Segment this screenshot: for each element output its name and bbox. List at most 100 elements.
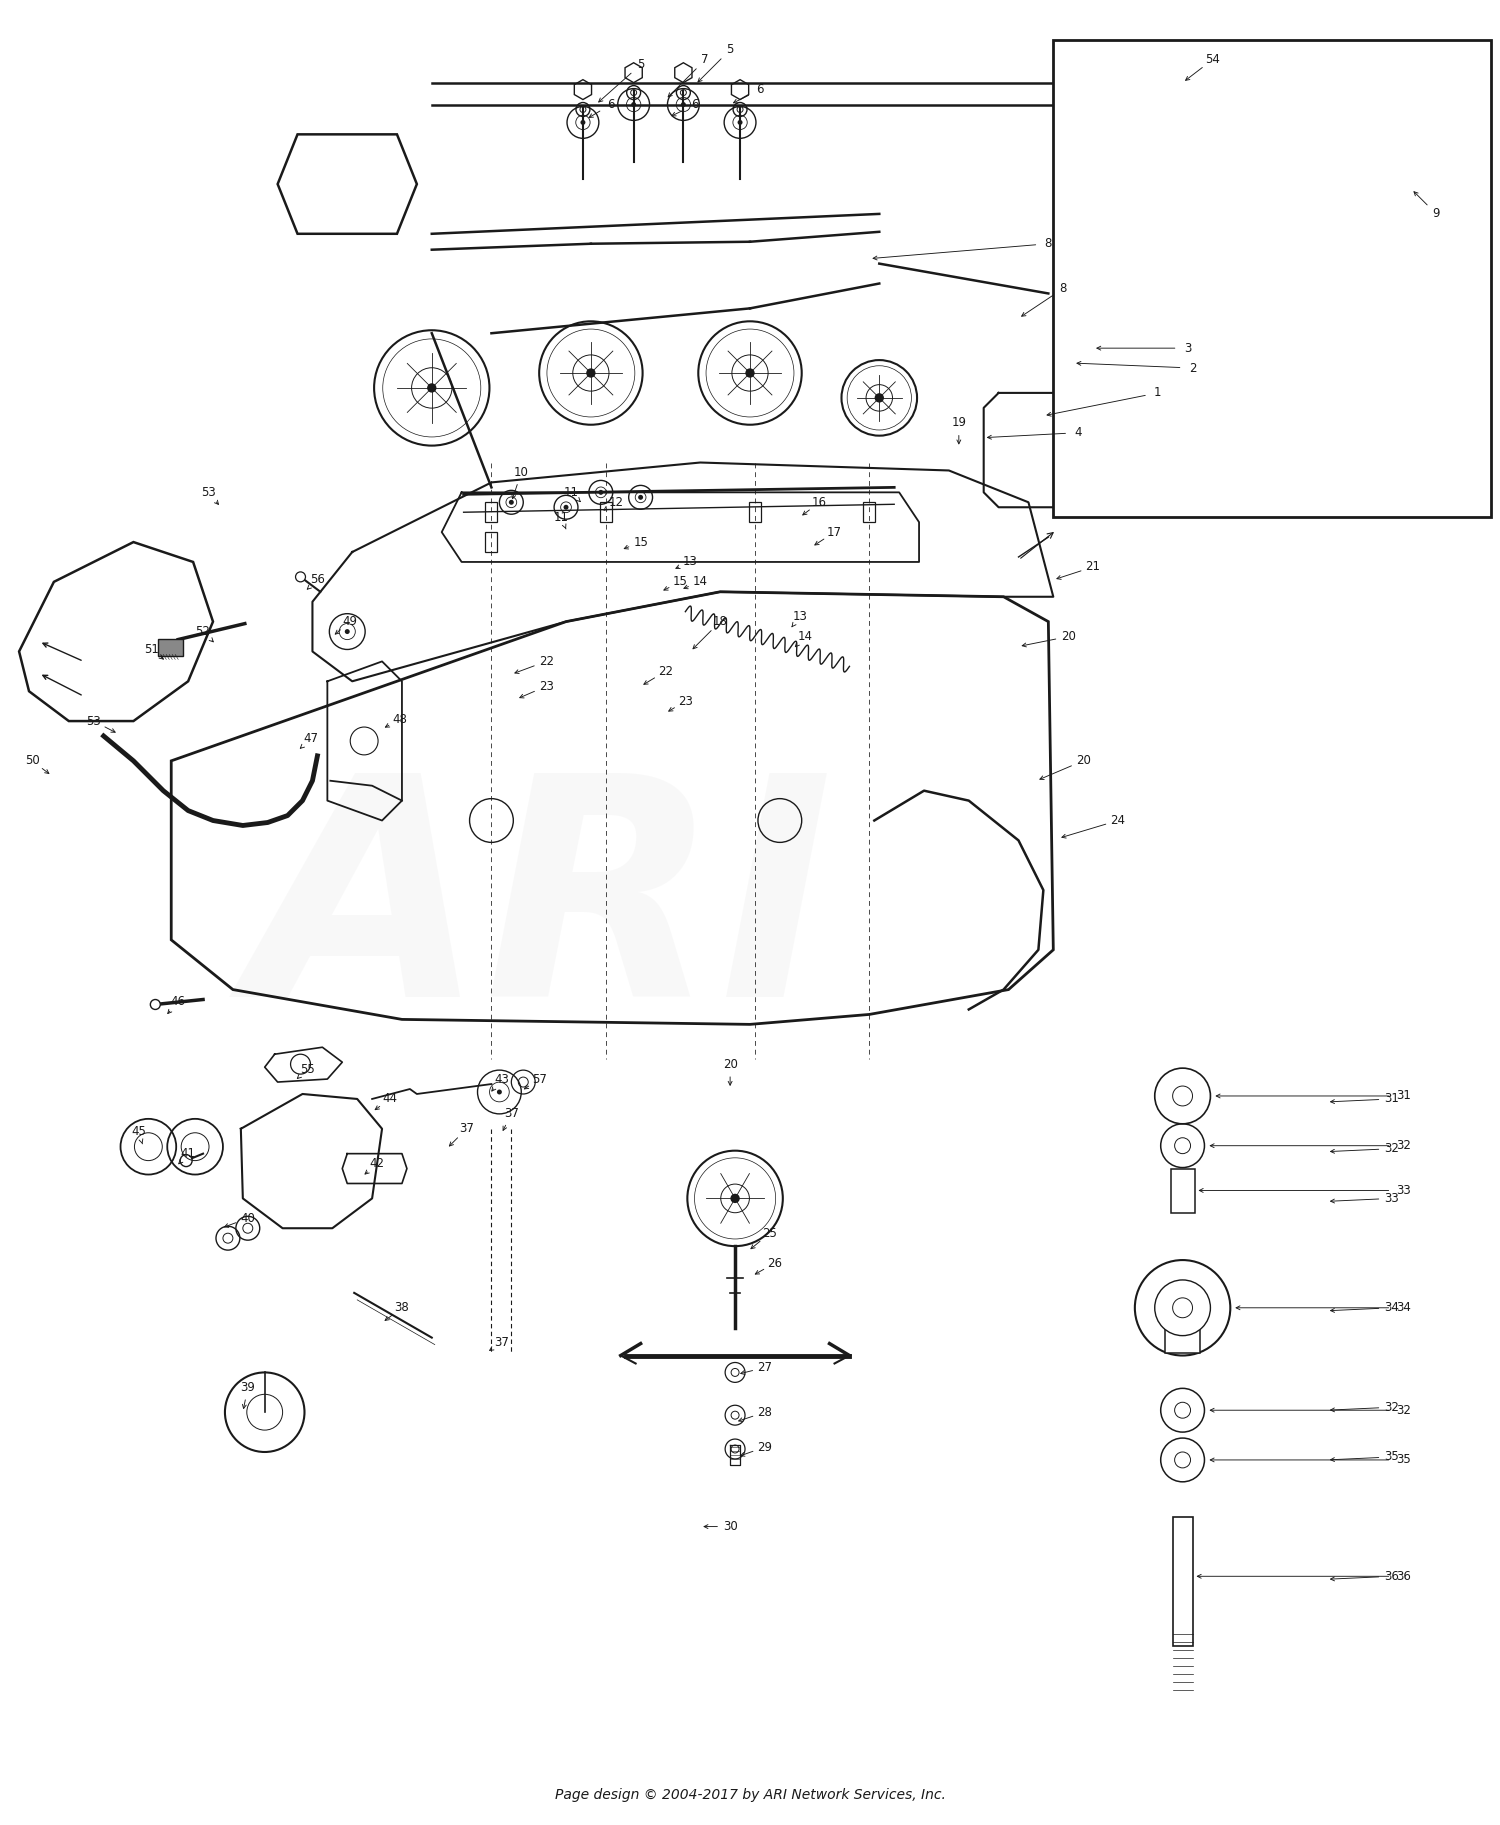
Text: 10: 10 [514,465,528,478]
Text: 31: 31 [1396,1090,1411,1102]
Circle shape [638,495,644,500]
Circle shape [1155,1279,1210,1336]
Text: 53: 53 [87,715,100,728]
Bar [864,502,876,522]
Text: 9: 9 [1432,208,1440,221]
Bar [486,533,498,551]
Text: 39: 39 [240,1382,255,1394]
Circle shape [180,1155,192,1166]
Text: 33: 33 [1396,1184,1411,1197]
Text: 34: 34 [1384,1301,1400,1314]
Text: 14: 14 [693,575,708,588]
Text: 51: 51 [144,642,159,655]
Text: 8: 8 [1059,283,1066,296]
Text: 37: 37 [459,1122,474,1135]
Text: 7: 7 [702,53,709,66]
Text: 50: 50 [24,754,39,766]
Bar [1053,40,1491,516]
Text: 30: 30 [723,1520,738,1533]
Circle shape [345,630,350,633]
Text: 47: 47 [303,732,318,745]
Text: 28: 28 [758,1405,772,1418]
Circle shape [427,383,436,392]
Text: 5: 5 [638,58,645,71]
Text: 15: 15 [674,575,688,588]
Text: Page design © 2004-2017 by ARI Network Services, Inc.: Page design © 2004-2017 by ARI Network S… [555,1788,945,1801]
Bar [1164,1323,1200,1352]
Circle shape [681,102,686,108]
Text: 33: 33 [1384,1192,1400,1205]
Circle shape [496,1090,502,1095]
Text: 46: 46 [171,995,186,1007]
Text: 53: 53 [201,485,216,498]
Text: 40: 40 [240,1212,255,1225]
Text: 2: 2 [1190,361,1197,374]
Text: 32: 32 [1384,1142,1400,1155]
Text: 20: 20 [1060,630,1076,642]
Circle shape [730,1194,740,1203]
Text: 23: 23 [678,695,693,708]
Text: 37: 37 [494,1336,508,1349]
Text: 19: 19 [951,416,966,429]
Text: 24: 24 [1110,814,1125,827]
Bar [1170,1168,1194,1214]
Text: 37: 37 [504,1108,519,1121]
Text: 22: 22 [658,664,674,677]
Text: 6: 6 [608,99,615,111]
Bar [486,502,498,522]
Text: 14: 14 [796,630,812,642]
Text: 44: 44 [382,1093,398,1106]
Text: 32: 32 [1396,1139,1411,1152]
Circle shape [564,506,568,509]
Text: 20: 20 [1076,754,1090,766]
Text: 22: 22 [538,655,554,668]
Bar [600,502,612,522]
Text: 6: 6 [756,84,764,97]
Text: 4: 4 [1074,427,1082,440]
Text: 52: 52 [195,626,210,639]
Text: 11: 11 [564,485,579,498]
Bar [748,502,760,522]
Text: 48: 48 [393,712,408,726]
Text: 26: 26 [768,1257,783,1270]
Text: 27: 27 [758,1361,772,1374]
Circle shape [150,1000,160,1009]
Text: 36: 36 [1396,1570,1411,1582]
Bar [1173,1517,1192,1646]
Circle shape [738,120,742,124]
Text: 17: 17 [827,526,842,538]
Text: 35: 35 [1396,1453,1411,1467]
Text: 56: 56 [310,573,326,586]
Circle shape [580,120,585,124]
Circle shape [509,500,515,506]
Text: 23: 23 [538,679,554,694]
Circle shape [876,394,884,402]
Circle shape [598,489,603,495]
Text: 38: 38 [394,1301,410,1314]
Text: 54: 54 [1204,53,1219,66]
Text: 13: 13 [682,555,698,568]
Text: 35: 35 [1384,1451,1400,1464]
Text: ARI: ARI [249,765,834,1060]
Text: 57: 57 [531,1073,546,1086]
Text: 13: 13 [792,610,807,622]
Text: 12: 12 [608,496,622,509]
Circle shape [586,369,596,378]
Text: 31: 31 [1384,1093,1400,1106]
Circle shape [632,102,636,108]
Text: 41: 41 [180,1148,195,1161]
Circle shape [1136,1259,1230,1356]
Text: 34: 34 [1396,1301,1411,1314]
Circle shape [746,369,754,378]
Text: 6: 6 [692,99,699,111]
Text: 18: 18 [712,615,728,628]
Text: 32: 32 [1384,1402,1400,1414]
Text: 21: 21 [1086,560,1101,573]
Text: 16: 16 [812,496,826,509]
Text: 8: 8 [1044,237,1052,250]
Text: 55: 55 [300,1062,315,1075]
Text: 3: 3 [1184,341,1191,354]
Text: 32: 32 [1396,1403,1411,1416]
Text: 42: 42 [369,1157,384,1170]
Text: 45: 45 [130,1126,146,1139]
